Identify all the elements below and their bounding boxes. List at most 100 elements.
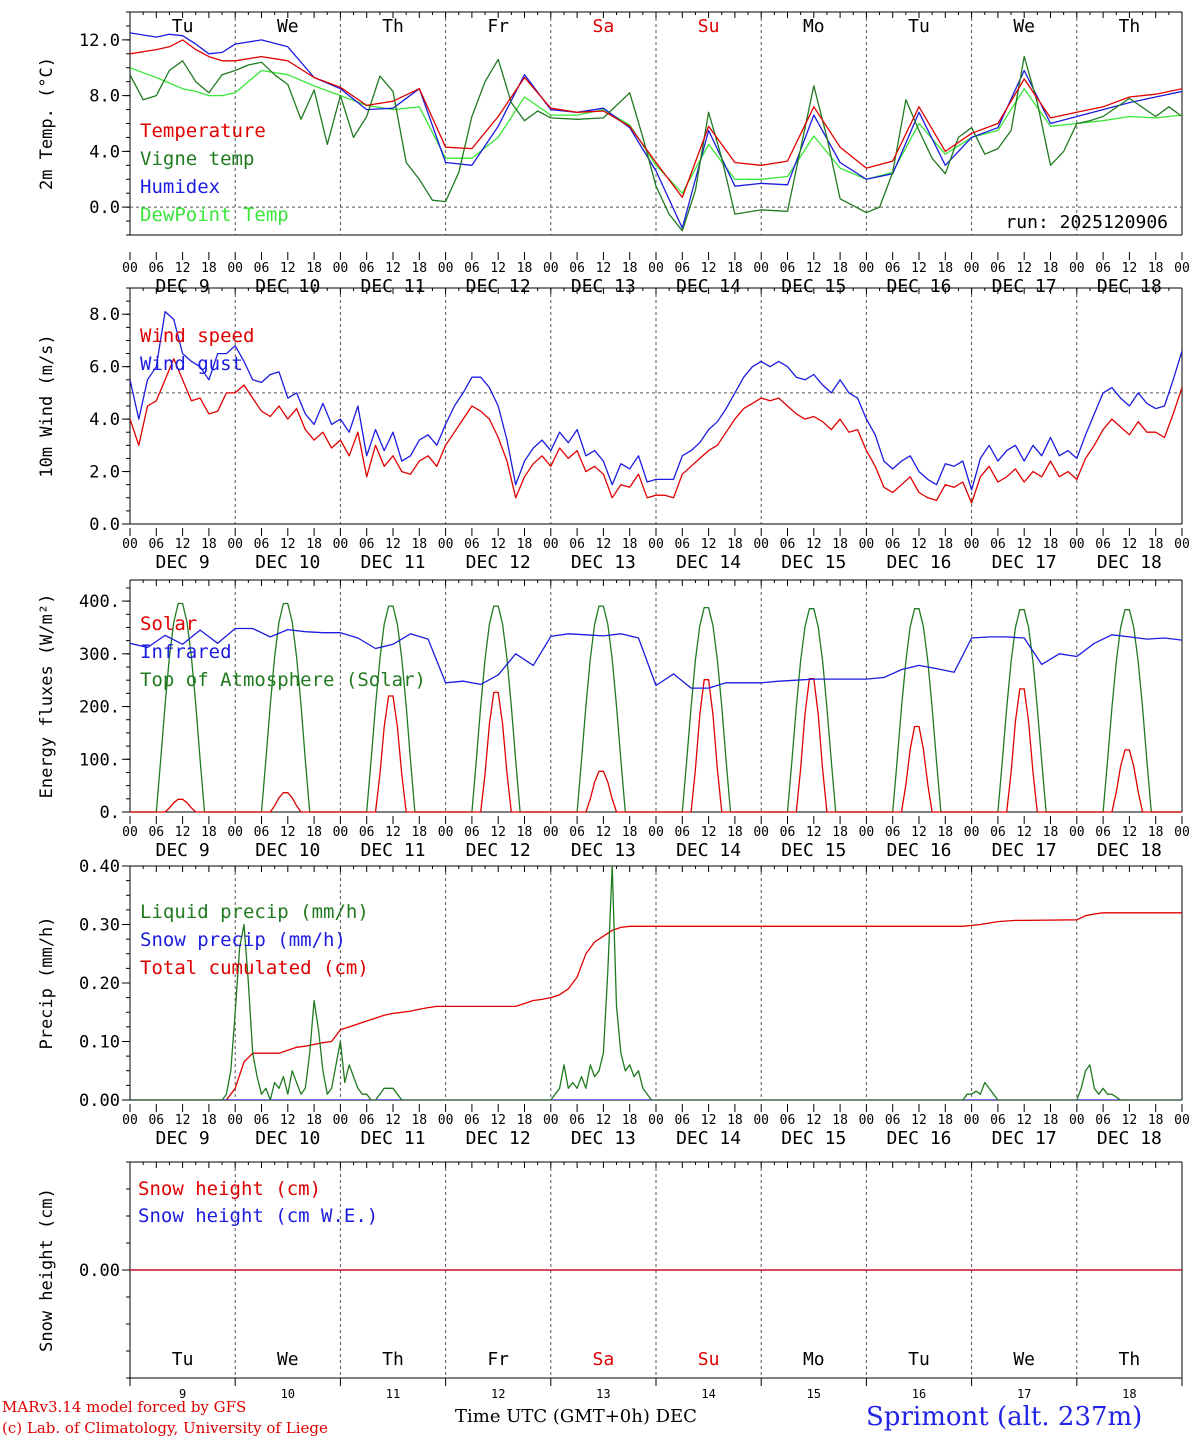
weekday-label: Fr bbox=[487, 16, 509, 37]
hour-label: 06 bbox=[780, 825, 796, 840]
hour-label: 12 bbox=[1122, 1113, 1138, 1128]
series-wind-speed bbox=[130, 358, 1182, 504]
solar-line bbox=[130, 678, 1182, 813]
hour-label: 00 bbox=[1174, 825, 1190, 840]
legend-entry: Snow height (cm) bbox=[138, 1178, 321, 1200]
hour-label: 18 bbox=[937, 1113, 953, 1128]
hour-label: 12 bbox=[596, 537, 612, 552]
day-number: 15 bbox=[807, 1387, 821, 1401]
date-label: DEC 10 bbox=[255, 1128, 320, 1149]
weekday-label: Mo bbox=[803, 1349, 825, 1370]
hour-label: 18 bbox=[727, 825, 743, 840]
date-label: DEC 11 bbox=[360, 552, 425, 573]
y-tick-label: 0.0 bbox=[89, 198, 120, 218]
hour-label: 12 bbox=[280, 1113, 296, 1128]
infrared-line bbox=[130, 627, 1182, 689]
panel-4: 0.00 0.10 0.20 0.30 0.40 Precip (mm/h) Liquid … bbox=[37, 857, 1190, 1149]
hour-label: 12 bbox=[385, 261, 401, 276]
date-label: DEC 11 bbox=[360, 840, 425, 861]
hour-label: 06 bbox=[464, 261, 480, 276]
hour-label: 06 bbox=[885, 261, 901, 276]
hour-label: 06 bbox=[990, 825, 1006, 840]
y-tick-label: 0.00 bbox=[79, 1091, 120, 1111]
date-label: DEC 18 bbox=[1097, 1128, 1162, 1149]
hour-label: 06 bbox=[148, 825, 164, 840]
y-axis-title: 10m Wind (m/s) bbox=[37, 334, 57, 477]
legend-entry: Solar bbox=[140, 613, 197, 635]
date-label: DEC 9 bbox=[156, 840, 210, 861]
hour-label: 06 bbox=[464, 825, 480, 840]
y-tick-label: 8.0 bbox=[89, 87, 120, 107]
y-axis-title: Snow height (cm) bbox=[37, 1188, 57, 1352]
hour-label: 12 bbox=[701, 1113, 717, 1128]
y-tick-label: 0.40 bbox=[79, 857, 120, 877]
hour-label: 18 bbox=[832, 1113, 848, 1128]
weekday-label: Th bbox=[382, 16, 404, 37]
hour-label: 00 bbox=[122, 537, 138, 552]
hour-label: 06 bbox=[569, 261, 585, 276]
hour-label: 18 bbox=[1148, 1113, 1164, 1128]
hour-label: 06 bbox=[464, 537, 480, 552]
hour-label: 00 bbox=[859, 261, 875, 276]
hour-label: 00 bbox=[648, 1113, 664, 1128]
hour-label: 00 bbox=[333, 1113, 349, 1128]
date-label: DEC 16 bbox=[886, 840, 951, 861]
hour-label: 12 bbox=[280, 261, 296, 276]
y-axis-title: Precip (mm/h) bbox=[37, 916, 57, 1049]
hour-label: 18 bbox=[937, 537, 953, 552]
hour-label: 18 bbox=[201, 537, 217, 552]
weekday-label: Tu bbox=[172, 1349, 194, 1370]
date-label: DEC 12 bbox=[466, 552, 531, 573]
hour-label: 06 bbox=[569, 825, 585, 840]
date-label: DEC 9 bbox=[156, 1128, 210, 1149]
date-label: DEC 17 bbox=[992, 840, 1057, 861]
legend-entry: Humidex bbox=[140, 176, 220, 198]
y-tick-label: 4.0 bbox=[89, 142, 120, 162]
hour-label: 12 bbox=[1122, 825, 1138, 840]
panel-5: 0.00 Snow height (cm) Snow height (cm) Snow… bbox=[37, 1161, 1183, 1401]
hour-label: 06 bbox=[885, 1113, 901, 1128]
y-tick-label: 0.30 bbox=[79, 916, 120, 936]
hour-label: 06 bbox=[464, 1113, 480, 1128]
hour-label: 12 bbox=[490, 537, 506, 552]
day-number: 16 bbox=[912, 1387, 926, 1401]
weekday-label: Su bbox=[698, 1349, 720, 1370]
y-tick-label: 6.0 bbox=[89, 358, 120, 378]
hour-label: 00 bbox=[543, 825, 559, 840]
hour-label: 00 bbox=[227, 261, 243, 276]
hour-label: 00 bbox=[122, 261, 138, 276]
date-label: DEC 11 bbox=[360, 1128, 425, 1149]
weekday-label: Th bbox=[1119, 16, 1141, 37]
weekday-label: Fr bbox=[487, 1349, 509, 1370]
day-number: 18 bbox=[1122, 1387, 1136, 1401]
hour-label: 18 bbox=[622, 537, 638, 552]
hour-label: 18 bbox=[411, 1113, 427, 1128]
hour-label: 12 bbox=[596, 1113, 612, 1128]
legend-entry: Infrared bbox=[140, 641, 232, 663]
hour-label: 00 bbox=[648, 825, 664, 840]
hour-label: 06 bbox=[569, 1113, 585, 1128]
hour-label: 06 bbox=[254, 537, 270, 552]
date-label: DEC 14 bbox=[676, 552, 741, 573]
hour-label: 18 bbox=[411, 261, 427, 276]
date-label: DEC 13 bbox=[571, 276, 636, 297]
date-label: DEC 15 bbox=[781, 1128, 846, 1149]
hour-label: 12 bbox=[490, 825, 506, 840]
hour-label: 12 bbox=[806, 1113, 822, 1128]
date-label: DEC 9 bbox=[156, 276, 210, 297]
weekday-label: Su bbox=[698, 16, 720, 37]
y-tick-label: 2.0 bbox=[89, 463, 120, 483]
day-number: 9 bbox=[179, 1387, 186, 1401]
y-tick-label: 100. bbox=[79, 750, 120, 770]
hour-label: 18 bbox=[1043, 825, 1059, 840]
hour-label: 00 bbox=[753, 1113, 769, 1128]
hour-label: 00 bbox=[964, 825, 980, 840]
hour-label: 12 bbox=[175, 261, 191, 276]
hour-label: 06 bbox=[359, 1113, 375, 1128]
hour-label: 06 bbox=[359, 825, 375, 840]
hour-label: 12 bbox=[1122, 537, 1138, 552]
legend-entry: Wind speed bbox=[140, 325, 254, 347]
hour-label: 12 bbox=[911, 825, 927, 840]
y-tick-label: 4.0 bbox=[89, 410, 120, 430]
date-label: DEC 9 bbox=[156, 552, 210, 573]
